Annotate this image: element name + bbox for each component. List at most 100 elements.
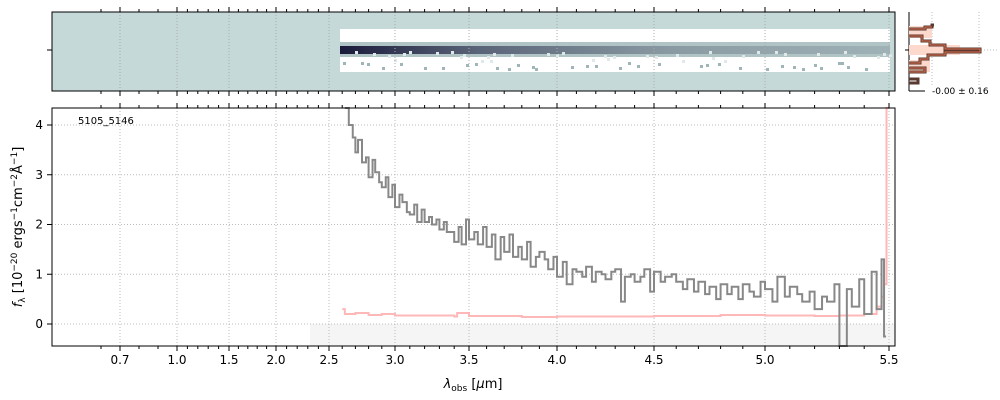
image-noise-pixel <box>847 66 850 69</box>
x-tick-label: 2.0 <box>266 353 285 367</box>
image-noise-pixel <box>814 64 817 67</box>
y-tick-label: 2 <box>35 218 43 232</box>
image-noise-pixel <box>388 55 391 58</box>
image-noise-pixel <box>706 64 709 67</box>
negative-region-shade <box>310 324 895 346</box>
image-noise-pixel <box>724 60 727 63</box>
image-noise-pixel <box>460 56 463 59</box>
image-noise-pixel <box>361 62 364 65</box>
image-noise-pixel <box>853 55 856 58</box>
image-noise-pixel <box>877 56 880 59</box>
image-noise-pixel <box>481 60 484 63</box>
image-noise-pixel <box>496 67 499 70</box>
spectrum-2d-image <box>340 29 892 72</box>
image-noise-pixel <box>493 53 496 56</box>
image-noise-pixel <box>511 54 514 57</box>
image-noise-pixel <box>442 67 445 70</box>
image-noise-pixel <box>424 67 427 70</box>
x-tick-label: 0.7 <box>110 353 129 367</box>
object-id-label: 5105_5146 <box>78 116 134 127</box>
image-noise-pixel <box>532 66 535 69</box>
image-noise-pixel <box>367 63 370 66</box>
image-noise-pixel <box>820 67 823 70</box>
spectrum-1d-panel: 0.7 1.0 1.5 2.0 2.5 3.0 3.5 4.0 4.5 5.0 5.5 01234 … <box>10 9 899 394</box>
x-tick-label: 5.0 <box>755 353 774 367</box>
trace-halo-upper <box>340 29 890 42</box>
image-noise-pixel <box>556 54 559 57</box>
image-noise-pixel <box>592 59 595 62</box>
image-noise-pixel <box>463 54 466 57</box>
image-noise-pixel <box>784 53 787 56</box>
spectrum-2d-panel <box>47 7 896 96</box>
image-noise-pixel <box>409 51 412 54</box>
x-tick-label: 1.0 <box>167 353 186 367</box>
image-noise-pixel <box>403 53 406 56</box>
image-noise-pixel <box>595 65 598 68</box>
image-noise-pixel <box>844 51 847 54</box>
image-noise-pixel <box>607 58 610 61</box>
image-noise-pixel <box>838 62 841 65</box>
image-noise-pixel <box>604 55 607 58</box>
main-panel-frame <box>51 107 896 347</box>
y-tick-label: 0 <box>35 317 43 331</box>
image-noise-pixel <box>682 60 685 63</box>
spectral-trace <box>340 46 890 54</box>
image-noise-pixel <box>775 51 778 54</box>
inset-label: -0.00 ± 0.16 <box>932 87 989 97</box>
image-noise-pixel <box>700 65 703 68</box>
x-axis-label: λobs [μm] <box>443 377 503 394</box>
image-noise-pixel <box>436 52 439 55</box>
image-noise-pixel <box>802 68 805 71</box>
y-tick-label: 3 <box>35 168 43 182</box>
trace-halo-lower <box>340 57 890 72</box>
y-tick-label: 4 <box>35 118 43 132</box>
top-panel-frame <box>51 11 896 92</box>
x-tick-label: 5.5 <box>879 353 898 367</box>
image-noise-pixel <box>613 56 616 59</box>
image-noise-pixel <box>586 65 589 68</box>
image-noise-pixel <box>739 67 742 70</box>
image-noise-pixel <box>781 65 784 68</box>
inset-histogram-edge <box>909 26 981 73</box>
x-tick-label: 2.5 <box>319 353 338 367</box>
y-axis-label: fλ [10−20 ergs−1cm−2Å−1] <box>10 147 28 308</box>
image-noise-pixel <box>712 57 715 60</box>
image-noise-pixel <box>793 66 796 69</box>
image-noise-pixel <box>343 62 346 65</box>
image-noise-pixel <box>562 52 565 55</box>
image-noise-pixel <box>709 51 712 54</box>
image-noise-pixel <box>475 63 478 66</box>
image-noise-pixel <box>571 66 574 69</box>
image-noise-pixel <box>718 63 721 66</box>
image-noise-pixel <box>817 53 820 56</box>
x-tick-label: 4.0 <box>547 353 566 367</box>
image-noise-pixel <box>490 60 493 63</box>
image-noise-pixel <box>400 63 403 66</box>
x-tick-label: 3.5 <box>459 353 478 367</box>
image-noise-pixel <box>628 62 631 65</box>
x-tick-label: 4.5 <box>644 353 663 367</box>
image-noise-pixel <box>355 51 358 54</box>
flux-spectrum-line <box>344 107 887 347</box>
image-noise-pixel <box>373 53 376 56</box>
image-noise-pixel <box>466 64 469 67</box>
image-noise-pixel <box>451 51 454 54</box>
image-noise-pixel <box>757 51 760 54</box>
image-noise-pixel <box>841 62 844 65</box>
image-noise-pixel <box>742 55 745 58</box>
image-noise-pixel <box>637 65 640 68</box>
image-noise-pixel <box>646 55 649 58</box>
image-noise-pixel <box>766 68 769 71</box>
image-noise-pixel <box>676 54 679 57</box>
image-noise-pixel <box>547 53 550 56</box>
image-noise-pixel <box>865 68 868 71</box>
x-tick-label: 1.5 <box>219 353 238 367</box>
y-tick-label: 1 <box>35 267 43 281</box>
image-noise-pixel <box>487 56 490 59</box>
image-noise-pixel <box>517 64 520 67</box>
image-noise-pixel <box>658 63 661 66</box>
image-noise-pixel <box>889 54 892 57</box>
image-noise-pixel <box>382 67 385 70</box>
